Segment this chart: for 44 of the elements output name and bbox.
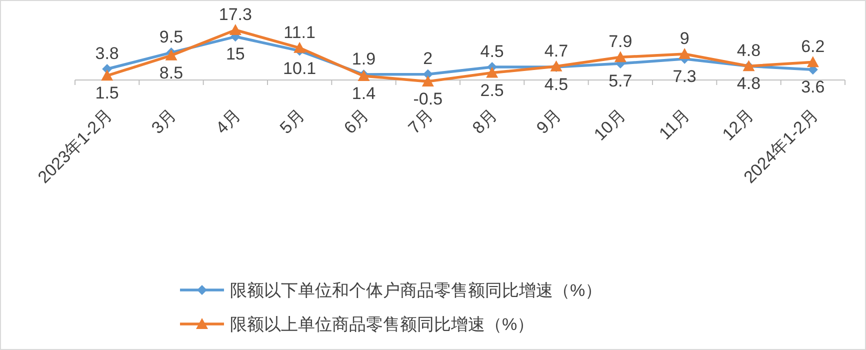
point bbox=[806, 56, 819, 68]
point bbox=[422, 69, 433, 80]
legend-label: 限额以下单位和个体户商品零售额同比增速（%） bbox=[230, 281, 602, 300]
data-label: 4.5 bbox=[480, 42, 504, 61]
x-tick-label: 6月 bbox=[340, 105, 373, 138]
data-label: 1.9 bbox=[352, 50, 376, 69]
point bbox=[422, 75, 434, 86]
data-label: 9 bbox=[680, 28, 690, 48]
x-tick-label: 4月 bbox=[212, 105, 244, 138]
x-tick-label: 11月 bbox=[655, 105, 694, 144]
data-label: 2 bbox=[423, 49, 433, 68]
data-label: 3.6 bbox=[801, 78, 825, 97]
data-label: 7.3 bbox=[672, 66, 696, 86]
x-tick-label: 10月 bbox=[590, 105, 630, 144]
x-tick-label: 12月 bbox=[718, 105, 758, 144]
data-label: 4.8 bbox=[736, 41, 761, 60]
data-label: 4.5 bbox=[544, 74, 568, 94]
legend-label: 限额以上单位商品零售额同比增速（%） bbox=[230, 315, 534, 334]
data-label: 8.5 bbox=[159, 63, 184, 82]
x-tick-label: 8月 bbox=[468, 105, 501, 138]
x-tick-label: 9月 bbox=[532, 105, 566, 138]
data-label: 4.8 bbox=[736, 74, 761, 94]
point bbox=[678, 48, 691, 59]
data-label: 5.7 bbox=[608, 72, 632, 91]
x-tick-label: 5月 bbox=[276, 105, 308, 138]
data-label: 17.3 bbox=[218, 5, 252, 24]
data-label: 10.1 bbox=[283, 58, 316, 78]
data-label: 15 bbox=[226, 44, 245, 64]
data-label: 2.5 bbox=[480, 80, 504, 100]
point bbox=[165, 49, 178, 60]
point bbox=[486, 66, 498, 78]
data-label: 7.9 bbox=[608, 32, 632, 52]
point bbox=[229, 24, 242, 35]
data-label: 6.2 bbox=[801, 37, 825, 56]
data-label: 1.5 bbox=[95, 84, 119, 103]
data-label: 1.4 bbox=[352, 84, 376, 103]
data-label: 9.5 bbox=[159, 28, 184, 47]
point bbox=[614, 51, 626, 62]
data-label: 11.1 bbox=[284, 22, 316, 42]
data-label: 4.7 bbox=[544, 41, 568, 60]
x-tick-label: 3月 bbox=[148, 105, 180, 138]
data-label: 3.8 bbox=[95, 44, 119, 64]
point bbox=[294, 42, 306, 53]
point bbox=[101, 70, 114, 81]
